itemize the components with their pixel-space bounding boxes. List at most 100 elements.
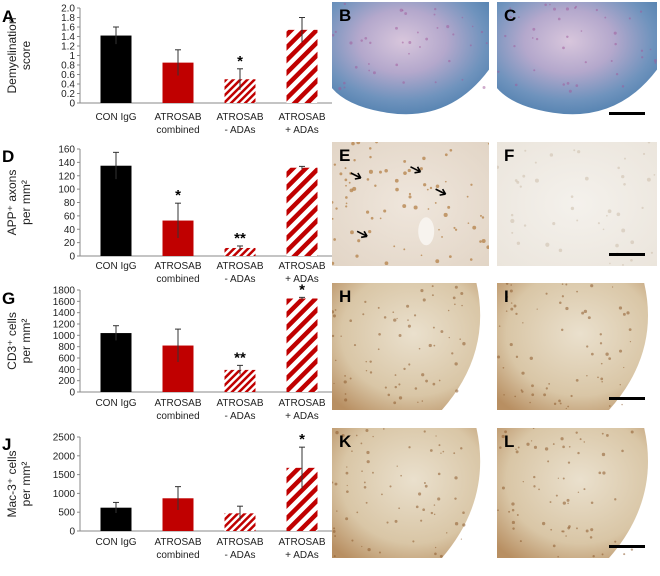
stain-dot	[365, 360, 368, 363]
stain-dot	[621, 449, 624, 453]
stain-dot	[377, 348, 380, 351]
stain-dot	[453, 226, 456, 229]
stain-dot	[479, 240, 482, 243]
stain-dot	[367, 63, 370, 65]
stain-dot	[548, 382, 551, 385]
stain-dot	[545, 242, 550, 247]
x-category-label: ATROSAB	[278, 112, 325, 123]
stain-dot	[332, 201, 334, 204]
stain-dot	[526, 442, 530, 446]
y-tick-label: 2500	[53, 433, 76, 444]
stain-dot	[429, 449, 433, 452]
stain-dot	[461, 78, 464, 81]
stain-dot	[447, 309, 450, 312]
stain-dot	[567, 526, 571, 530]
micrograph-panel-label: L	[504, 432, 514, 451]
stain-dot	[577, 150, 581, 154]
stain-dot	[557, 477, 559, 479]
stain-dot	[509, 289, 513, 293]
stain-dot	[467, 222, 470, 224]
stain-dot	[600, 362, 603, 365]
stain-dot	[573, 149, 576, 152]
scale-bar	[609, 397, 645, 400]
arrow-marker	[350, 172, 362, 180]
stain-dot	[421, 400, 424, 402]
stain-dot	[623, 553, 626, 556]
stain-dot	[349, 377, 352, 380]
stain-dot	[519, 185, 522, 188]
stain-dot	[511, 508, 515, 512]
y-tick-label: 40	[64, 225, 76, 236]
micrograph-panel-label: I	[504, 287, 509, 306]
x-category-label: combined	[156, 550, 199, 561]
stain-dot	[333, 555, 336, 558]
stain-dot	[543, 393, 547, 397]
stain-dot	[336, 510, 338, 512]
stain-dot	[433, 344, 436, 347]
stain-dot	[335, 430, 339, 435]
stain-dot	[332, 310, 335, 314]
y-tick-label: 160	[58, 145, 75, 156]
stain-dot	[393, 245, 396, 248]
stain-dot	[622, 312, 626, 316]
stain-dot	[332, 334, 335, 338]
stain-dot	[334, 482, 338, 486]
stain-dot	[614, 498, 617, 501]
stain-dot	[363, 485, 367, 489]
stain-dot	[356, 511, 359, 514]
stain-dot	[332, 530, 336, 533]
stain-dot	[454, 497, 457, 500]
stain-dot	[611, 286, 614, 288]
stain-dot	[408, 41, 412, 44]
x-category-label: ATROSAB	[216, 261, 263, 272]
stain-dot	[366, 460, 370, 464]
tissue-section	[497, 428, 649, 558]
stain-dot	[437, 497, 441, 501]
stain-dot	[361, 545, 363, 548]
stain-dot	[334, 309, 337, 311]
panel-label: D	[2, 147, 14, 166]
stain-dot	[510, 284, 512, 286]
stain-dot	[595, 8, 598, 12]
stain-dot	[375, 142, 378, 144]
stain-dot	[590, 352, 594, 356]
x-category-label: ATROSAB	[278, 398, 325, 409]
stain-dot	[412, 540, 415, 543]
stain-dot	[529, 356, 533, 360]
stain-dot	[356, 142, 361, 145]
stain-dot	[522, 322, 524, 324]
stain-dot	[575, 431, 578, 434]
stain-dot	[383, 209, 387, 213]
stain-dot	[344, 178, 348, 182]
stain-dot	[549, 153, 554, 157]
stain-dot	[521, 390, 524, 393]
micrograph-image	[332, 142, 489, 266]
stain-dot	[583, 441, 586, 443]
stain-dot	[426, 188, 429, 191]
stain-dot	[364, 36, 368, 40]
stain-dot	[481, 216, 485, 219]
stain-dot	[647, 142, 651, 144]
y-tick-label: 1.4	[61, 32, 75, 43]
stain-dot	[455, 389, 459, 393]
stain-dot	[576, 219, 579, 222]
micrograph-C: C	[497, 2, 657, 125]
stain-dot	[363, 481, 366, 484]
stain-dot	[454, 285, 458, 289]
x-category-label: ATROSAB	[154, 398, 201, 409]
x-category-label: ATROSAB	[154, 112, 201, 123]
x-category-label: combined	[156, 274, 199, 285]
stain-dot	[610, 59, 613, 62]
stain-dot	[367, 547, 371, 552]
stain-dot	[365, 369, 368, 372]
stain-dot	[454, 476, 458, 480]
stain-dot	[553, 402, 557, 406]
stain-dot	[615, 72, 619, 76]
bar	[224, 369, 256, 392]
significance-label: **	[234, 349, 246, 366]
stain-dot	[419, 167, 423, 171]
stain-dot	[408, 363, 411, 366]
stain-dot	[574, 6, 577, 9]
stain-dot	[504, 430, 507, 434]
